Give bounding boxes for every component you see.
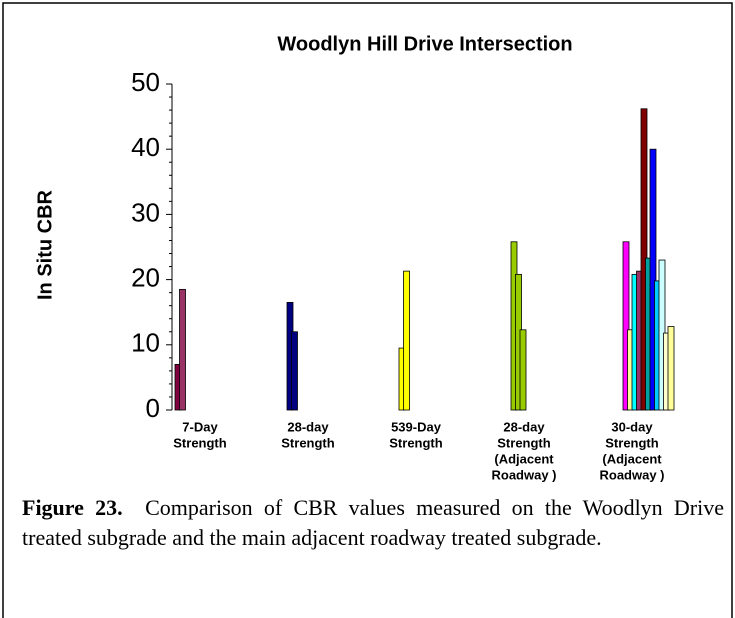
x-tick-label: (Adjacent xyxy=(602,451,662,466)
x-tick-label: 539-Day xyxy=(391,419,442,434)
x-tick-label: 7-Day xyxy=(182,419,218,434)
y-tick-label: 0 xyxy=(146,393,160,423)
x-tick-label: 28-day xyxy=(503,419,545,434)
bar xyxy=(403,270,410,411)
caption-label: Figure 23. xyxy=(22,495,123,520)
y-axis-label: In Situ CBR xyxy=(34,189,56,300)
x-tick-label: (Adjacent xyxy=(494,451,554,466)
x-tick-label: 30-day xyxy=(611,419,653,434)
y-tick-label: 40 xyxy=(131,132,160,162)
bar xyxy=(667,326,675,411)
bar xyxy=(519,329,527,411)
bar xyxy=(649,148,657,411)
x-tick-label: 28-day xyxy=(287,419,329,434)
bar xyxy=(622,241,630,411)
x-tick-label: Roadway ) xyxy=(599,467,664,482)
x-tick-label: Strength xyxy=(281,435,335,450)
bar xyxy=(179,288,186,411)
x-tick-label: Strength xyxy=(497,435,551,450)
y-tick-label: 30 xyxy=(131,197,160,227)
x-tick-label: Strength xyxy=(605,435,659,450)
caption-text: Comparison of CBR values measured on the… xyxy=(22,495,724,550)
chart-title: Woodlyn Hill Drive Intersection xyxy=(277,33,572,55)
y-tick-label: 20 xyxy=(131,262,160,292)
x-tick-label: Roadway ) xyxy=(491,467,556,482)
y-tick-label: 10 xyxy=(131,328,160,358)
caption: Figure 23. Comparison of CBR values meas… xyxy=(22,493,724,553)
bar xyxy=(291,331,298,411)
y-tick-label: 50 xyxy=(131,67,160,97)
x-tick-label: Strength xyxy=(389,435,443,450)
x-tick-label: Strength xyxy=(173,435,227,450)
